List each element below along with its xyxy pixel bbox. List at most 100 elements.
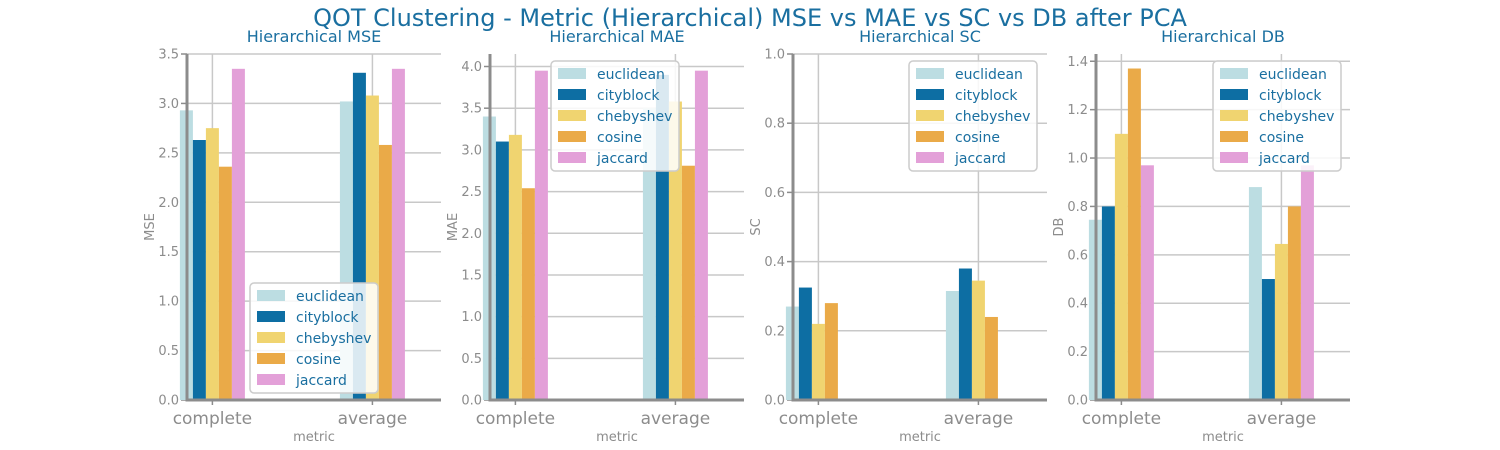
legend-box — [249, 282, 379, 394]
y-tick-label: 1.5 — [158, 245, 179, 260]
bar-cityblock-complete — [495, 141, 509, 400]
legend-label-cosine: cosine — [597, 130, 642, 146]
bar-chebyshev-complete — [1114, 133, 1128, 400]
bar-jaccard-average — [391, 68, 405, 400]
chart-panel-1: 0.0 0.5 1.0 1.5 2.0 2.5 3.0 3.5 complete average H… — [143, 27, 441, 445]
y-tick-label: 3.5 — [158, 48, 179, 63]
bar-cosine-complete — [521, 188, 535, 400]
legend-label-chebyshev: chebyshev — [296, 331, 371, 347]
legend: euclidean cityblock chebyshev cosine jaccard — [550, 60, 680, 172]
x-tick-label: complete — [476, 409, 555, 429]
legend: euclidean cityblock chebyshev cosine jaccard — [249, 282, 379, 394]
bar-jaccard-average — [694, 70, 708, 401]
bar-cityblock-complete — [1101, 206, 1115, 400]
bar-euclidean-average — [945, 291, 959, 400]
legend-swatch-chebyshev — [916, 110, 944, 121]
y-tick-label: 0.0 — [764, 394, 785, 409]
y-tick-label: 1.0 — [461, 310, 482, 325]
legend-label-chebyshev: chebyshev — [597, 109, 672, 125]
legend-label-chebyshev: chebyshev — [955, 109, 1030, 125]
bar-cosine-average — [681, 165, 695, 400]
y-axis-label: MSE — [143, 213, 158, 241]
x-tick-label: complete — [1082, 409, 1161, 429]
legend-label-euclidean: euclidean — [1259, 67, 1327, 83]
legend-label-cosine: cosine — [955, 130, 1000, 146]
x-tick-label: average — [338, 409, 408, 429]
x-tick-label: complete — [173, 409, 252, 429]
y-tick-label: 3.0 — [158, 97, 179, 112]
chart-title: Hierarchical DB — [1161, 27, 1285, 46]
legend: euclidean cityblock chebyshev cosine jaccard — [1212, 60, 1342, 172]
bar-cosine-complete — [824, 303, 838, 400]
bar-chebyshev-complete — [811, 323, 825, 400]
chart-panel-3: 0.0 0.2 0.4 0.6 0.8 1.0 complete average Hierarc… — [749, 27, 1047, 445]
y-tick-label: 1.5 — [461, 268, 482, 283]
legend-swatch-jaccard — [1220, 152, 1248, 163]
y-tick-label: 0.0 — [158, 394, 179, 409]
x-axis-label: metric — [293, 430, 335, 445]
y-tick-label: 1.0 — [1067, 152, 1088, 167]
chart-title: Hierarchical MAE — [549, 27, 684, 46]
legend-swatch-cityblock — [558, 89, 586, 100]
figure-title: QOT Clustering - Metric (Hierarchical) M… — [313, 4, 1187, 32]
legend-label-euclidean: euclidean — [955, 67, 1023, 83]
y-tick-label: 2.0 — [158, 196, 179, 211]
y-tick-label: 0.5 — [461, 352, 482, 367]
chart-title: Hierarchical MSE — [247, 27, 382, 46]
x-axis-label: metric — [899, 430, 941, 445]
y-tick-label: 0.2 — [764, 324, 785, 339]
legend-swatch-cosine — [916, 131, 944, 142]
legend-swatch-cosine — [1220, 131, 1248, 142]
legend-swatch-cosine — [558, 131, 586, 142]
y-tick-label: 0.2 — [1067, 345, 1088, 360]
y-tick-label: 3.5 — [461, 102, 482, 117]
legend-swatch-chebyshev — [257, 332, 285, 343]
y-tick-label: 0.4 — [764, 255, 785, 270]
legend-swatch-euclidean — [257, 290, 285, 301]
y-axis-label: DB — [1052, 218, 1067, 237]
y-tick-label: 0.4 — [1067, 297, 1088, 312]
y-tick-label: 1.2 — [1067, 103, 1088, 118]
y-tick-label: 1.0 — [764, 48, 785, 63]
y-tick-label: 2.0 — [461, 227, 482, 242]
legend-box — [908, 60, 1038, 172]
y-tick-label: 4.0 — [461, 60, 482, 75]
legend-label-cosine: cosine — [296, 352, 341, 368]
y-tick-label: 0.6 — [764, 186, 785, 201]
legend-label-euclidean: euclidean — [296, 289, 364, 305]
bar-jaccard-average — [1300, 165, 1314, 400]
legend-swatch-jaccard — [257, 374, 285, 385]
legend-label-jaccard: jaccard — [295, 373, 347, 389]
chart-panel-2: 0.0 0.5 1.0 1.5 2.0 2.5 3.0 3.5 4.0 complete avera… — [446, 27, 744, 445]
bar-chebyshev-average — [1274, 243, 1288, 400]
y-tick-label: 1.4 — [1067, 55, 1088, 70]
y-tick-label: 0.5 — [158, 344, 179, 359]
x-axis-label: metric — [596, 430, 638, 445]
bar-euclidean-average — [1248, 187, 1262, 400]
bar-cityblock-complete — [192, 140, 206, 400]
legend-label-cityblock: cityblock — [1259, 88, 1322, 104]
legend-label-cityblock: cityblock — [296, 310, 359, 326]
y-tick-label: 2.5 — [461, 185, 482, 200]
legend: euclidean cityblock chebyshev cosine jaccard — [908, 60, 1038, 172]
legend-swatch-euclidean — [1220, 68, 1248, 79]
legend-label-euclidean: euclidean — [597, 67, 665, 83]
legend-label-jaccard: jaccard — [596, 151, 648, 167]
bar-chebyshev-complete — [205, 128, 219, 400]
y-tick-label: 0.8 — [1067, 200, 1088, 215]
legend-label-chebyshev: chebyshev — [1259, 109, 1334, 125]
bar-chebyshev-complete — [508, 134, 522, 400]
bar-euclidean-average — [642, 108, 656, 400]
y-tick-label: 1.0 — [158, 295, 179, 310]
y-tick-label: 0.0 — [1067, 394, 1088, 409]
x-tick-label: average — [1247, 409, 1317, 429]
bar-cosine-average — [1287, 206, 1301, 400]
legend-swatch-chebyshev — [1220, 110, 1248, 121]
bar-chebyshev-average — [668, 101, 682, 400]
bar-cityblock-average — [958, 268, 972, 400]
legend-swatch-chebyshev — [558, 110, 586, 121]
bar-cosine-complete — [218, 166, 232, 400]
y-tick-label: 3.0 — [461, 143, 482, 158]
legend-label-jaccard: jaccard — [1258, 151, 1310, 167]
